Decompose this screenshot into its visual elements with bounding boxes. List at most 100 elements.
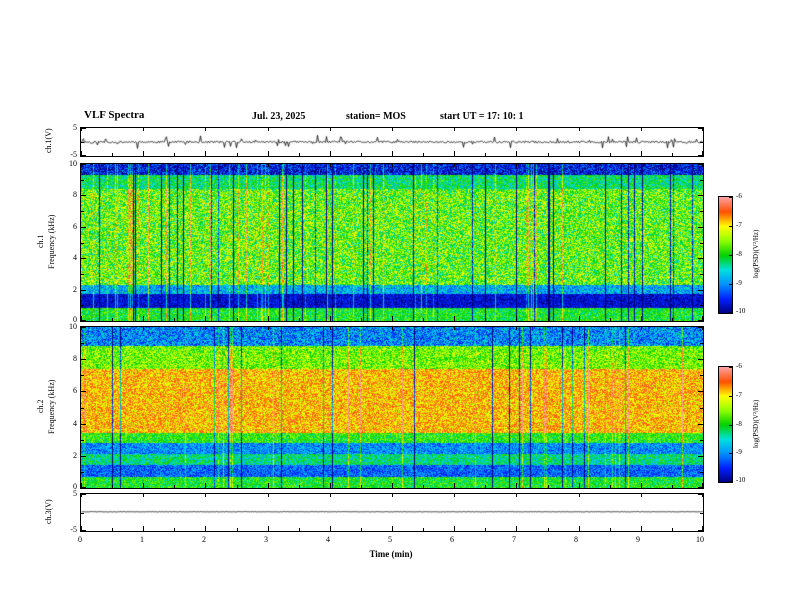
tick-mark <box>729 312 732 313</box>
y-tick-label: 4 <box>73 418 77 428</box>
tick-mark <box>360 318 362 321</box>
tick-mark <box>700 179 703 181</box>
tick-mark <box>329 151 331 156</box>
y-tick-label: 5 <box>73 123 77 132</box>
tick-mark <box>267 483 269 488</box>
ch2-spectrogram-axis-label-channel: ch.2 <box>36 399 45 414</box>
tick-mark <box>547 528 549 531</box>
tick-mark <box>700 512 703 514</box>
tick-mark <box>81 195 86 197</box>
colorbar-tick-label: -6 <box>736 192 742 200</box>
tick-mark <box>700 407 703 409</box>
tick-mark <box>329 316 331 321</box>
tick-mark <box>205 151 207 156</box>
tick-mark <box>729 367 732 368</box>
tick-mark <box>729 424 732 426</box>
tick-mark <box>81 391 86 393</box>
tick-mark <box>329 494 331 497</box>
ch1-spectrogram-axis-label-channel: ch.1 <box>36 234 45 249</box>
colorbar-ch1: -6 -7 -8 -9 -10 <box>718 192 745 315</box>
tick-mark <box>516 483 518 488</box>
tick-mark <box>698 320 703 321</box>
tick-mark <box>702 494 703 497</box>
time-tick-label: 1 <box>140 535 144 544</box>
tick-mark <box>729 481 732 482</box>
tick-mark <box>700 305 703 307</box>
colorbar-ch2: -6 -7 -8 -9 -10 <box>718 362 745 484</box>
tick-mark <box>81 320 86 321</box>
tick-mark <box>454 316 456 321</box>
tick-mark <box>81 455 86 457</box>
tick-mark <box>298 318 300 321</box>
tick-mark <box>454 494 456 497</box>
tick-mark <box>609 318 611 321</box>
tick-mark <box>702 327 703 330</box>
tick-mark <box>578 526 580 531</box>
tick-mark <box>729 395 732 397</box>
tick-mark <box>729 197 732 198</box>
tick-mark <box>700 343 703 345</box>
tick-mark <box>360 485 362 488</box>
y-tick-label: 8 <box>73 190 77 200</box>
tick-mark <box>700 375 703 377</box>
tick-mark <box>729 284 732 285</box>
tick-mark <box>698 423 703 425</box>
tick-mark <box>143 164 145 167</box>
tick-mark <box>671 485 673 488</box>
tick-mark <box>267 526 269 531</box>
tick-mark <box>423 153 425 156</box>
time-tick-label: 9 <box>636 535 640 544</box>
colorbar-tick-label: -8 <box>736 419 742 428</box>
tick-mark <box>81 327 82 330</box>
tick-mark <box>485 528 487 531</box>
tick-mark <box>454 164 456 167</box>
y-tick-label: 0 <box>73 482 77 491</box>
tick-mark <box>81 128 86 129</box>
tick-mark <box>423 528 425 531</box>
tick-mark <box>454 128 456 131</box>
tick-mark <box>205 316 207 321</box>
tick-mark <box>267 164 269 167</box>
y-tick-label: 6 <box>73 386 77 396</box>
colorbar-tick-label: -6 <box>736 362 742 370</box>
tick-mark <box>392 128 393 131</box>
tick-mark <box>702 316 703 321</box>
y-tick-label: -5 <box>70 150 77 159</box>
tick-mark <box>205 494 207 497</box>
tick-mark <box>516 494 518 497</box>
tick-mark <box>516 316 518 321</box>
tick-mark <box>81 164 82 167</box>
tick-mark <box>392 151 393 156</box>
page-title: VLF Spectra <box>84 109 145 121</box>
y-tick-label: 6 <box>73 221 77 231</box>
tick-mark <box>671 528 673 531</box>
tick-mark <box>81 316 82 321</box>
tick-mark <box>640 483 642 488</box>
tick-mark <box>547 318 549 321</box>
ch1-spectrogram-axis-label-frequency: Frequency (kHz) <box>47 214 56 269</box>
tick-mark <box>578 483 580 488</box>
tick-mark <box>81 151 82 156</box>
tick-mark <box>454 151 456 156</box>
y-tick-label: 5 <box>73 489 77 498</box>
y-tick-label: 2 <box>73 450 77 460</box>
tick-mark <box>700 142 703 143</box>
ch1-voltage-panel: 5 -5 <box>70 123 704 159</box>
tick-mark <box>143 151 145 156</box>
tick-mark <box>81 273 84 275</box>
tick-mark <box>702 526 703 531</box>
tick-mark <box>112 153 114 156</box>
tick-mark <box>392 316 393 321</box>
tick-mark <box>671 153 673 156</box>
tick-mark <box>112 318 114 321</box>
tick-mark <box>329 128 331 131</box>
tick-mark <box>205 327 207 330</box>
tick-mark <box>81 512 84 514</box>
tick-mark <box>143 327 145 330</box>
tick-mark <box>81 494 86 495</box>
tick-mark <box>516 151 518 156</box>
y-tick-label: 10 <box>69 322 77 331</box>
tick-mark <box>640 494 642 497</box>
tick-mark <box>700 273 703 275</box>
